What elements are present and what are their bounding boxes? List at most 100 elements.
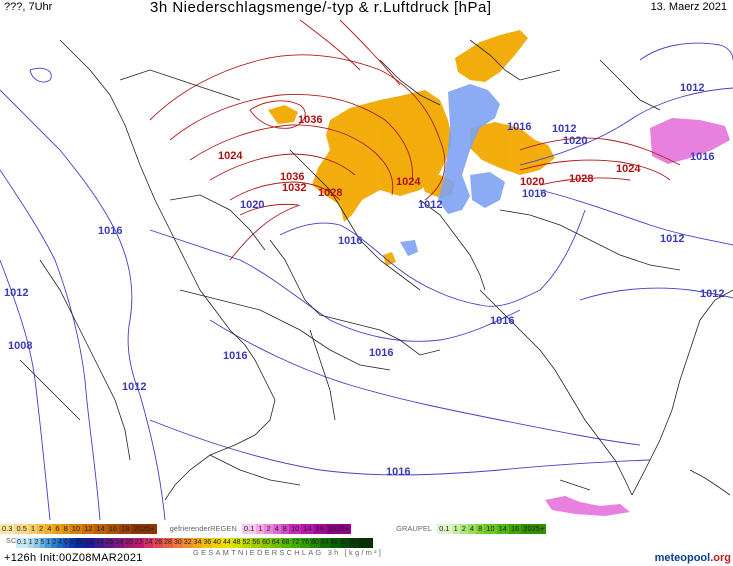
snow-scale-step: 10: [69, 524, 83, 534]
graupel-scale-step: 14: [496, 524, 509, 534]
isobar-red-line: [209, 153, 356, 181]
freezing-rain-scale-step: 2025+: [326, 524, 352, 534]
total-precip-scale-step: 28: [163, 538, 173, 548]
total-precip-scale-step: 96: [349, 538, 360, 548]
border-misc: [469, 39, 561, 81]
isobar-red-line: [239, 204, 299, 216]
snow-area-small: [383, 252, 396, 266]
pressure-precip-map: 1012 1016 1016 1012 1020 1016 1012 1020 …: [0, 19, 733, 521]
brand-logo[interactable]: meteopool.org: [655, 552, 731, 564]
total-precip-scale-step: 60: [261, 538, 271, 548]
isobar-label: 1024: [616, 163, 641, 175]
total-precip-scale: 0.1 1 2 5 1 2 4 6 8 10 12 14 16 18 20 22 24 26 28 30 32 34 36 4…: [16, 538, 373, 548]
freezing-rain-scale-step: 0.1: [241, 524, 257, 534]
total-precip-scale-step: 22: [133, 538, 144, 548]
freezing-rain-scale-step: 1: [256, 524, 265, 534]
isobar-blue-line: [209, 319, 641, 446]
total-precip-scale-step: 1: [27, 538, 34, 548]
isobar-label: 1024: [218, 150, 243, 162]
total-precip-scale-step: 88: [329, 538, 340, 548]
coastline-india: [479, 289, 633, 496]
graupel-scale-step: 10: [484, 524, 497, 534]
legend-precip-types: 0.3 0.5 1 2 4 6 8 10 12 14 16 18 2025+ gefrierenderR…: [0, 524, 547, 535]
graupel-scale-step: 2: [459, 524, 468, 534]
snow-scale-step: 14: [94, 524, 107, 534]
graupel-scale-step: 0.1: [437, 524, 452, 534]
border-afghan: [419, 199, 486, 291]
isobar-label: 1012: [680, 82, 704, 94]
snow-area-turkey: [268, 105, 298, 124]
total-precip-scale-step: 30: [172, 538, 183, 548]
isobar-red-line: [519, 159, 671, 181]
total-precip-scale-step: 2: [51, 538, 58, 548]
graupel-scale: 0.1 1 2 4 8 10 14 16 2025+: [437, 524, 547, 534]
isobar-label: 1024: [396, 176, 421, 188]
isobar-label: 1016: [522, 188, 546, 200]
freezing-rain-scale-step: 2: [264, 524, 273, 534]
isobar-label: 1020: [520, 176, 544, 188]
rain-area-south: [470, 172, 505, 208]
border-misc: [599, 59, 661, 111]
isobar-label: 1020: [240, 199, 264, 211]
isobar-label: 1036: [298, 114, 322, 126]
graupel-scale-step: 4: [467, 524, 477, 534]
total-precip-scale-step: 56: [251, 538, 262, 548]
snow-areas: [268, 30, 555, 266]
isobar-red-line: [339, 19, 401, 86]
total-precip-label: GESAMTNIEDERSCHLAG 3h [kg/m²]: [193, 548, 384, 557]
freezing-rain-scale-step: 16: [313, 524, 326, 534]
graupel-scale-step: 16: [508, 524, 522, 534]
total-precip-scale-step: 4: [57, 538, 64, 548]
snow-scale-step: 12: [82, 524, 95, 534]
freezing-rain-label: gefrierenderREGEN: [169, 524, 237, 533]
isobar-label: 1016: [369, 347, 393, 359]
total-precip-scale-step: 12: [84, 538, 95, 548]
total-precip-scale-step: 32: [182, 538, 193, 548]
snow-scale-step: 1: [28, 524, 38, 534]
total-precip-scale-step: 80: [310, 538, 320, 548]
snow-scale: 0.3 0.5 1 2 4 6 8 10 12 14 16 18 2025+: [0, 524, 157, 534]
rain-area-west: [400, 240, 418, 256]
isobar-label: 1016: [223, 350, 247, 362]
isobar-label: 1008: [8, 340, 32, 352]
border-misc: [499, 209, 681, 271]
graupel-scale-step: 8: [476, 524, 485, 534]
isobar-labels: 1012 1016 1016 1012 1020 1016 1012 1020 …: [4, 82, 724, 478]
model-run-info: +126h Init:00Z08MAR2021: [4, 552, 143, 564]
isobar-red-line: [229, 204, 301, 261]
total-precip-scale-step: 48: [231, 538, 242, 548]
coastline-india-east: [631, 289, 733, 496]
isobar-red-line: [169, 94, 413, 183]
freezing-rain-scale-step: 10: [288, 524, 302, 534]
freezing-rain-scale: 0.1 1 2 4 8 10 14 16 2025+: [241, 524, 352, 534]
rain-areas: [400, 84, 505, 256]
isobar-label: 1032: [282, 182, 306, 194]
isobar-label: 1012: [660, 233, 684, 245]
graupel-scale-step: 1: [451, 524, 460, 534]
brand-name: meteopool: [654, 552, 711, 564]
snow-scale-step: 18: [119, 524, 132, 534]
isobar-red-line: [519, 137, 681, 166]
border-misc: [19, 359, 81, 421]
total-precip-scale-step: 6: [63, 538, 70, 548]
island-coast: [559, 479, 591, 491]
isobar-blue-line: [0, 259, 51, 521]
snow-scale-step: 6: [53, 524, 62, 534]
snow-scale-step: 0.5: [14, 524, 29, 534]
isobar-red-line: [539, 177, 631, 186]
isobar-blue-line: [0, 169, 101, 521]
freezing-rain-scale-step: 8: [280, 524, 289, 534]
forecast-time-label: ???, 7Uhr: [4, 1, 53, 13]
total-precip-scale-step: 1: [45, 538, 52, 548]
freezing-rain-scale-step: 14: [301, 524, 314, 534]
total-precip-scale-step: 64: [270, 538, 281, 548]
border-misc: [209, 454, 301, 486]
isobar-blue-line: [0, 89, 166, 521]
border-misc: [309, 329, 336, 421]
snow-scale-step: 2025+: [131, 524, 157, 534]
brand-tld: .org: [710, 552, 731, 564]
isobar-label: 1016: [490, 315, 514, 327]
total-precip-scale-step: 40: [212, 538, 222, 548]
snow-scale-step: 0.3: [0, 524, 15, 534]
